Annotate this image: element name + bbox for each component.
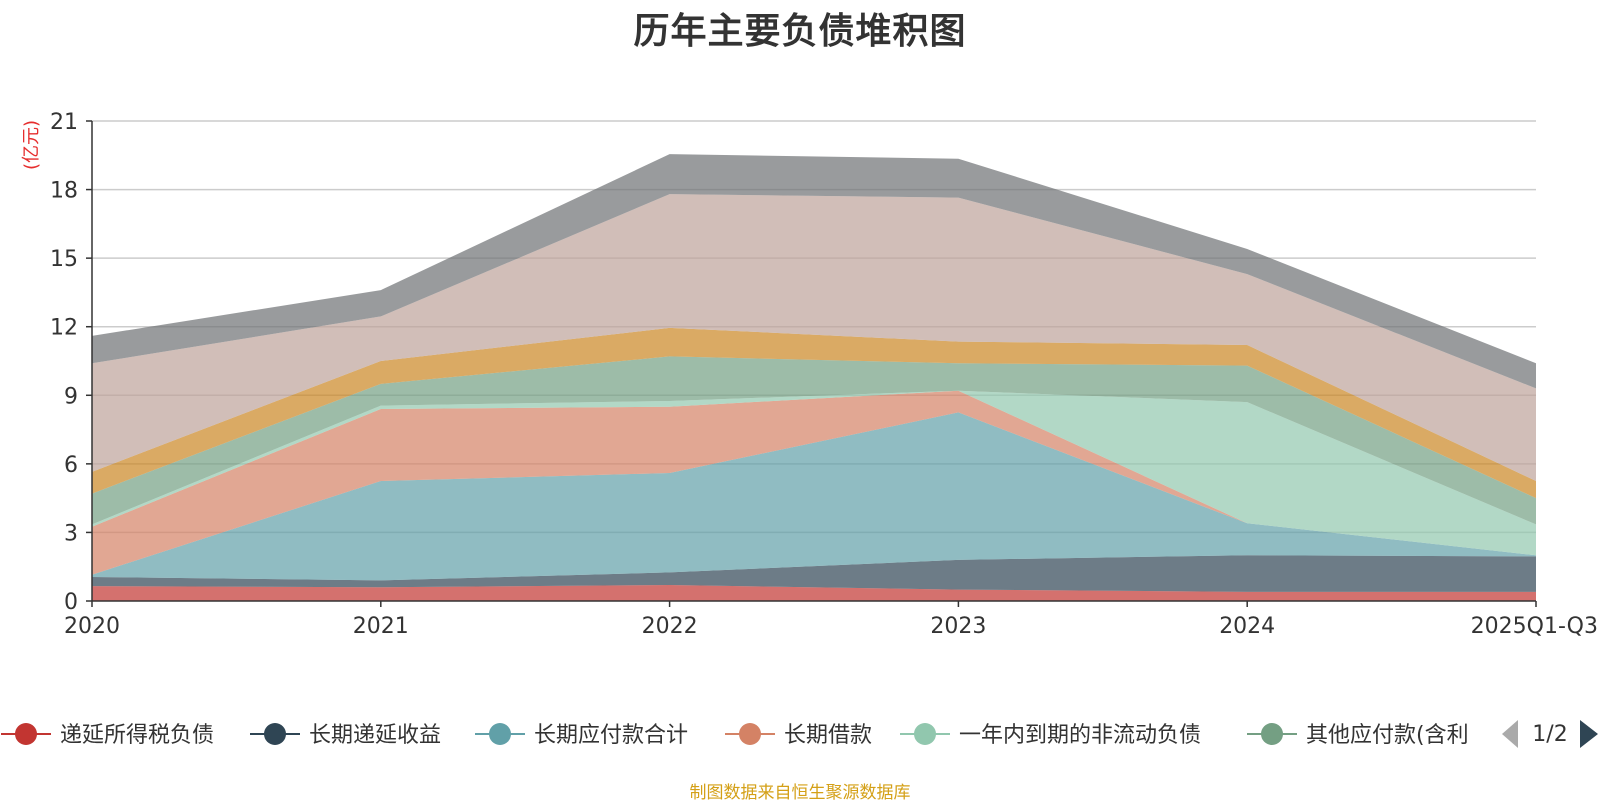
- legend-marker-icon: [489, 723, 511, 745]
- legend-marker-icon: [15, 723, 37, 745]
- legend-label: 递延所得税负债: [60, 723, 214, 748]
- y-tick-label: 9: [64, 384, 78, 409]
- legend-item-6[interactable]: 其他应付款(含利: [1247, 723, 1469, 748]
- legend-marker-icon: [739, 723, 761, 745]
- legend-marker-icon: [914, 723, 936, 745]
- legend-label: 长期借款: [784, 723, 872, 748]
- y-axis-unit-label: (亿元): [21, 120, 42, 170]
- triangle-right-icon[interactable]: [1580, 720, 1598, 748]
- y-axis-ticks: 0 3 6 9 12 15 18 21: [50, 110, 92, 615]
- area-series-7: [92, 327, 1536, 499]
- area-series-4: [92, 390, 1536, 575]
- y-tick-label: 18: [50, 179, 78, 204]
- y-tick-label: 6: [64, 453, 78, 478]
- legend-item-4[interactable]: 长期借款: [725, 723, 872, 748]
- area-series-8: [92, 194, 1536, 481]
- legend-pager: 1/2: [1502, 720, 1598, 748]
- x-tick-label: 2021: [353, 614, 409, 639]
- axes: [91, 121, 1536, 602]
- legend-marker-icon: [264, 723, 286, 745]
- legend-page-indicator: 1/2: [1532, 722, 1567, 747]
- x-tick-label: 2025Q1-Q3: [1471, 614, 1598, 639]
- x-tick-label: 2020: [64, 614, 120, 639]
- area-series-6: [92, 356, 1536, 525]
- y-tick-label: 12: [50, 316, 78, 341]
- x-axis-ticks: 2020 2021 2022 2023 2024 2025Q1-Q3: [64, 601, 1598, 639]
- chart-title: 历年主要负债堆积图: [633, 11, 967, 52]
- area-series-group: [92, 154, 1536, 601]
- y-tick-label: 21: [50, 110, 78, 135]
- legend-label: 其他应付款(含利: [1306, 723, 1469, 748]
- legend-marker-icon: [1261, 723, 1283, 745]
- x-tick-label: 2022: [642, 614, 698, 639]
- legend-label: 一年内到期的非流动负债: [959, 723, 1201, 748]
- legend-item-1[interactable]: 递延所得税负债: [1, 723, 214, 748]
- y-tick-label: 0: [64, 590, 78, 615]
- x-tick-label: 2023: [930, 614, 986, 639]
- triangle-left-icon[interactable]: [1502, 720, 1518, 748]
- footer-credit: 制图数据来自恒生聚源数据库: [689, 783, 911, 803]
- legend-item-3[interactable]: 长期应付款合计: [475, 723, 688, 748]
- y-tick-label: 15: [50, 247, 78, 272]
- legend-label: 长期递延收益: [309, 723, 441, 748]
- area-series-1: [92, 585, 1536, 601]
- area-series-2: [92, 555, 1536, 592]
- legend: 递延所得税负债 长期递延收益 长期应付款合计 长期借款 一年内到期的非流动负债 其他应付款…: [1, 723, 1469, 748]
- legend-item-5[interactable]: 一年内到期的非流动负债: [900, 723, 1201, 748]
- y-tick-label: 3: [64, 521, 78, 546]
- x-tick-label: 2024: [1219, 614, 1275, 639]
- area-series-5: [92, 390, 1536, 556]
- area-series-9: [92, 154, 1536, 389]
- legend-item-2[interactable]: 长期递延收益: [250, 723, 441, 748]
- area-series-3: [92, 412, 1536, 581]
- legend-label: 长期应付款合计: [534, 723, 688, 748]
